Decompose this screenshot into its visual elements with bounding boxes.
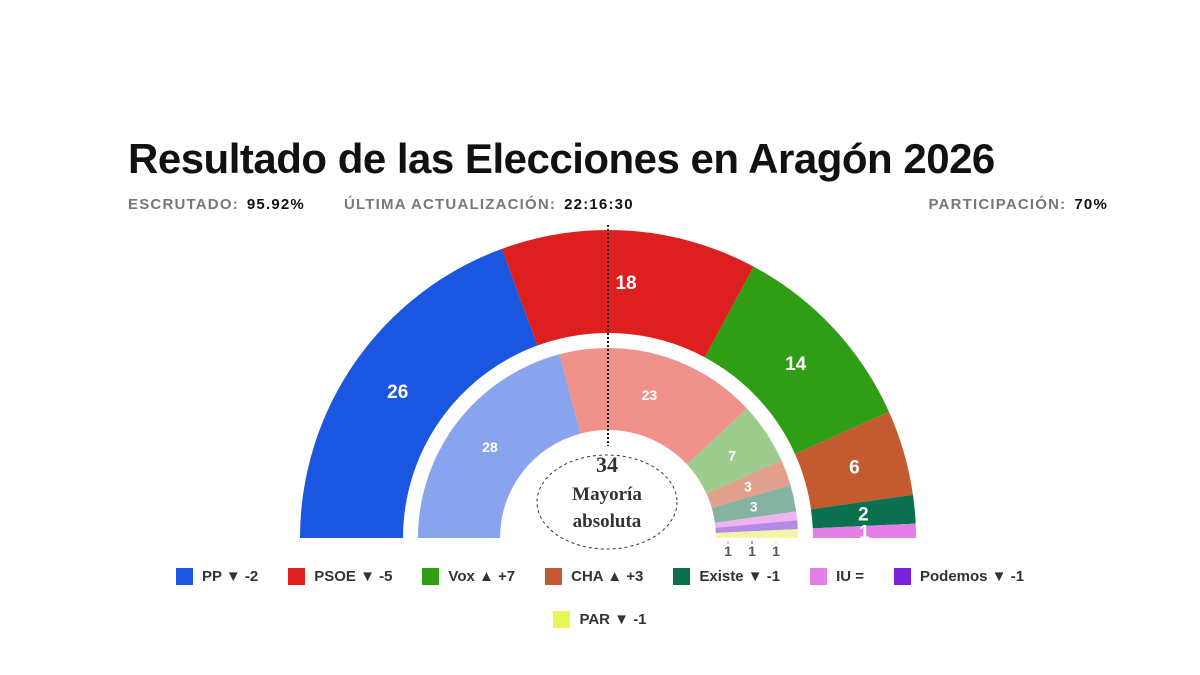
legend-item-par: PAR ▼ -1 bbox=[553, 611, 647, 628]
legend-label: CHA ▲ +3 bbox=[571, 568, 644, 585]
previous-label-iu: 1 bbox=[724, 543, 732, 559]
current-label-psoe: 18 bbox=[615, 273, 636, 294]
current-slice-iu bbox=[812, 523, 916, 538]
majority-label-2: absoluta bbox=[573, 511, 642, 532]
participacion: PARTICIPACIÓN: 70% bbox=[928, 196, 1108, 213]
legend-item-psoe: PSOE ▼ -5 bbox=[288, 568, 392, 585]
legend-swatch bbox=[545, 568, 563, 585]
current-slice-pp bbox=[300, 248, 538, 538]
legend-swatch bbox=[422, 568, 440, 585]
previous-label-vox: 7 bbox=[728, 447, 736, 463]
previous-slice-iu bbox=[714, 511, 798, 528]
previous-label-par: 1 bbox=[772, 543, 780, 559]
legend-swatch bbox=[673, 568, 691, 585]
participacion-label: PARTICIPACIÓN: bbox=[928, 196, 1067, 213]
legend-swatch bbox=[810, 568, 828, 585]
previous-label-psoe: 23 bbox=[642, 387, 658, 403]
current-slice-existe bbox=[810, 494, 916, 529]
previous-label-podemos: 1 bbox=[748, 543, 756, 559]
legend-label: Existe ▼ -1 bbox=[699, 568, 781, 585]
majority-badge bbox=[536, 454, 678, 550]
legend-swatch bbox=[894, 568, 911, 585]
current-slice-cha bbox=[795, 411, 913, 510]
legend-row-2: PAR ▼ -1 bbox=[0, 611, 1200, 628]
escrutado: ESCRUTADO: 95.92% bbox=[128, 196, 305, 213]
legend-label: IU = bbox=[836, 568, 864, 585]
escrutado-value: 95.92% bbox=[246, 196, 305, 213]
legend: PP ▼ -2 PSOE ▼ -5 Vox ▲ +7 CHA ▲ +3 Existe ▼… bbox=[0, 568, 1200, 585]
legend-label: PP ▼ -2 bbox=[201, 568, 259, 585]
legend-item-podemos: Podemos ▼ -1 bbox=[894, 568, 1024, 585]
legend-item-iu: IU = bbox=[810, 568, 864, 585]
previous-slice-psoe bbox=[559, 348, 747, 465]
legend-item-vox: Vox ▲ +7 bbox=[422, 568, 515, 585]
legend-label: PSOE ▼ -5 bbox=[314, 568, 393, 585]
legend-item-pp: PP ▼ -2 bbox=[175, 568, 259, 585]
previous-label-cha: 3 bbox=[744, 479, 752, 495]
previous-label-existe: 3 bbox=[750, 499, 758, 515]
majority-label-1: Mayoría bbox=[572, 484, 642, 505]
participacion-value: 70% bbox=[1074, 196, 1108, 213]
current-label-pp: 26 bbox=[387, 382, 408, 403]
previous-slice-vox bbox=[687, 408, 782, 494]
legend-swatch bbox=[553, 611, 571, 628]
current-label-existe: 2 bbox=[858, 505, 869, 526]
current-label-vox: 14 bbox=[785, 354, 807, 375]
update-label: ÚLTIMA ACTUALIZACIÓN: bbox=[344, 196, 557, 213]
majority-value: 34 bbox=[596, 452, 618, 477]
legend-label: PAR ▼ -1 bbox=[579, 611, 647, 628]
legend-label: Vox ▲ +7 bbox=[448, 568, 516, 585]
chart-title: Resultado de las Elecciones en Aragón 20… bbox=[128, 135, 995, 182]
legend-label: Podemos ▼ -1 bbox=[920, 568, 1025, 585]
legend-item-existe: Existe ▼ -1 bbox=[673, 568, 780, 585]
current-slice-psoe bbox=[501, 229, 754, 358]
previous-slice-podemos bbox=[715, 520, 798, 533]
current-slice-vox bbox=[704, 266, 889, 455]
previous-slice-pp bbox=[418, 354, 581, 538]
current-label-iu: 1 bbox=[859, 523, 870, 544]
update-value: 22:16:30 bbox=[564, 196, 634, 213]
legend-swatch bbox=[288, 568, 306, 585]
current-label-cha: 6 bbox=[849, 457, 860, 478]
previous-label-pp: 28 bbox=[482, 439, 498, 455]
escrutado-label: ESCRUTADO: bbox=[128, 196, 239, 213]
previous-slice-par bbox=[715, 529, 798, 538]
legend-item-cha: CHA ▲ +3 bbox=[545, 568, 643, 585]
legend-swatch bbox=[175, 568, 193, 585]
last-update: ÚLTIMA ACTUALIZACIÓN: 22:16:30 bbox=[344, 196, 634, 213]
previous-slice-existe bbox=[711, 485, 797, 523]
previous-slice-cha bbox=[706, 460, 791, 509]
